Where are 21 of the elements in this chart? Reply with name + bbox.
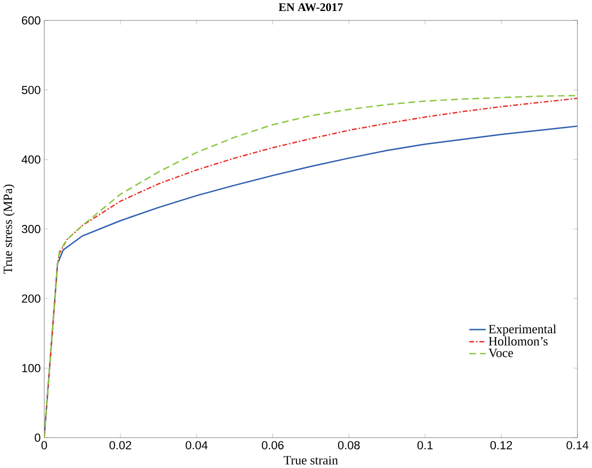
y-tick-label: 300 bbox=[22, 225, 40, 234]
y-tick-label: 600 bbox=[22, 16, 40, 25]
y-tick-label: 500 bbox=[22, 86, 40, 94]
x-axis-title: True strain bbox=[284, 456, 338, 465]
x-tick-label: 0.06 bbox=[262, 441, 284, 450]
x-tick-label: 0.02 bbox=[110, 441, 132, 450]
y-axis-title: True stress (MPa) bbox=[3, 184, 15, 274]
legend-label: Experimental bbox=[488, 324, 556, 336]
legend-label: Voce bbox=[488, 348, 513, 358]
x-tick-label: 0.12 bbox=[490, 441, 512, 450]
legend-label: Hollomon’s bbox=[488, 336, 548, 346]
y-tick-label: 0 bbox=[34, 434, 40, 442]
x-tick-label: 0.1 bbox=[417, 441, 433, 450]
y-tick-label: 400 bbox=[22, 156, 40, 164]
x-tick-label: 0.14 bbox=[566, 441, 588, 450]
x-tick-label: 0.04 bbox=[186, 441, 208, 450]
x-tick-label: 0 bbox=[41, 441, 48, 450]
chart-title: EN AW-2017 bbox=[278, 3, 343, 12]
x-tick-label: 0.08 bbox=[338, 441, 360, 450]
y-tick-label: 200 bbox=[22, 294, 40, 303]
y-tick-label: 100 bbox=[22, 364, 40, 372]
